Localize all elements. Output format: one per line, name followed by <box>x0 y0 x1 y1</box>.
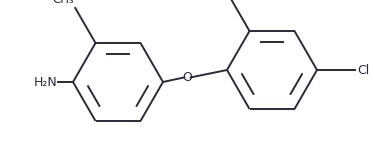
Text: H₂N: H₂N <box>34 75 57 88</box>
Text: CH₃: CH₃ <box>52 0 74 6</box>
Text: O: O <box>183 71 192 84</box>
Text: Cl: Cl <box>357 63 369 76</box>
